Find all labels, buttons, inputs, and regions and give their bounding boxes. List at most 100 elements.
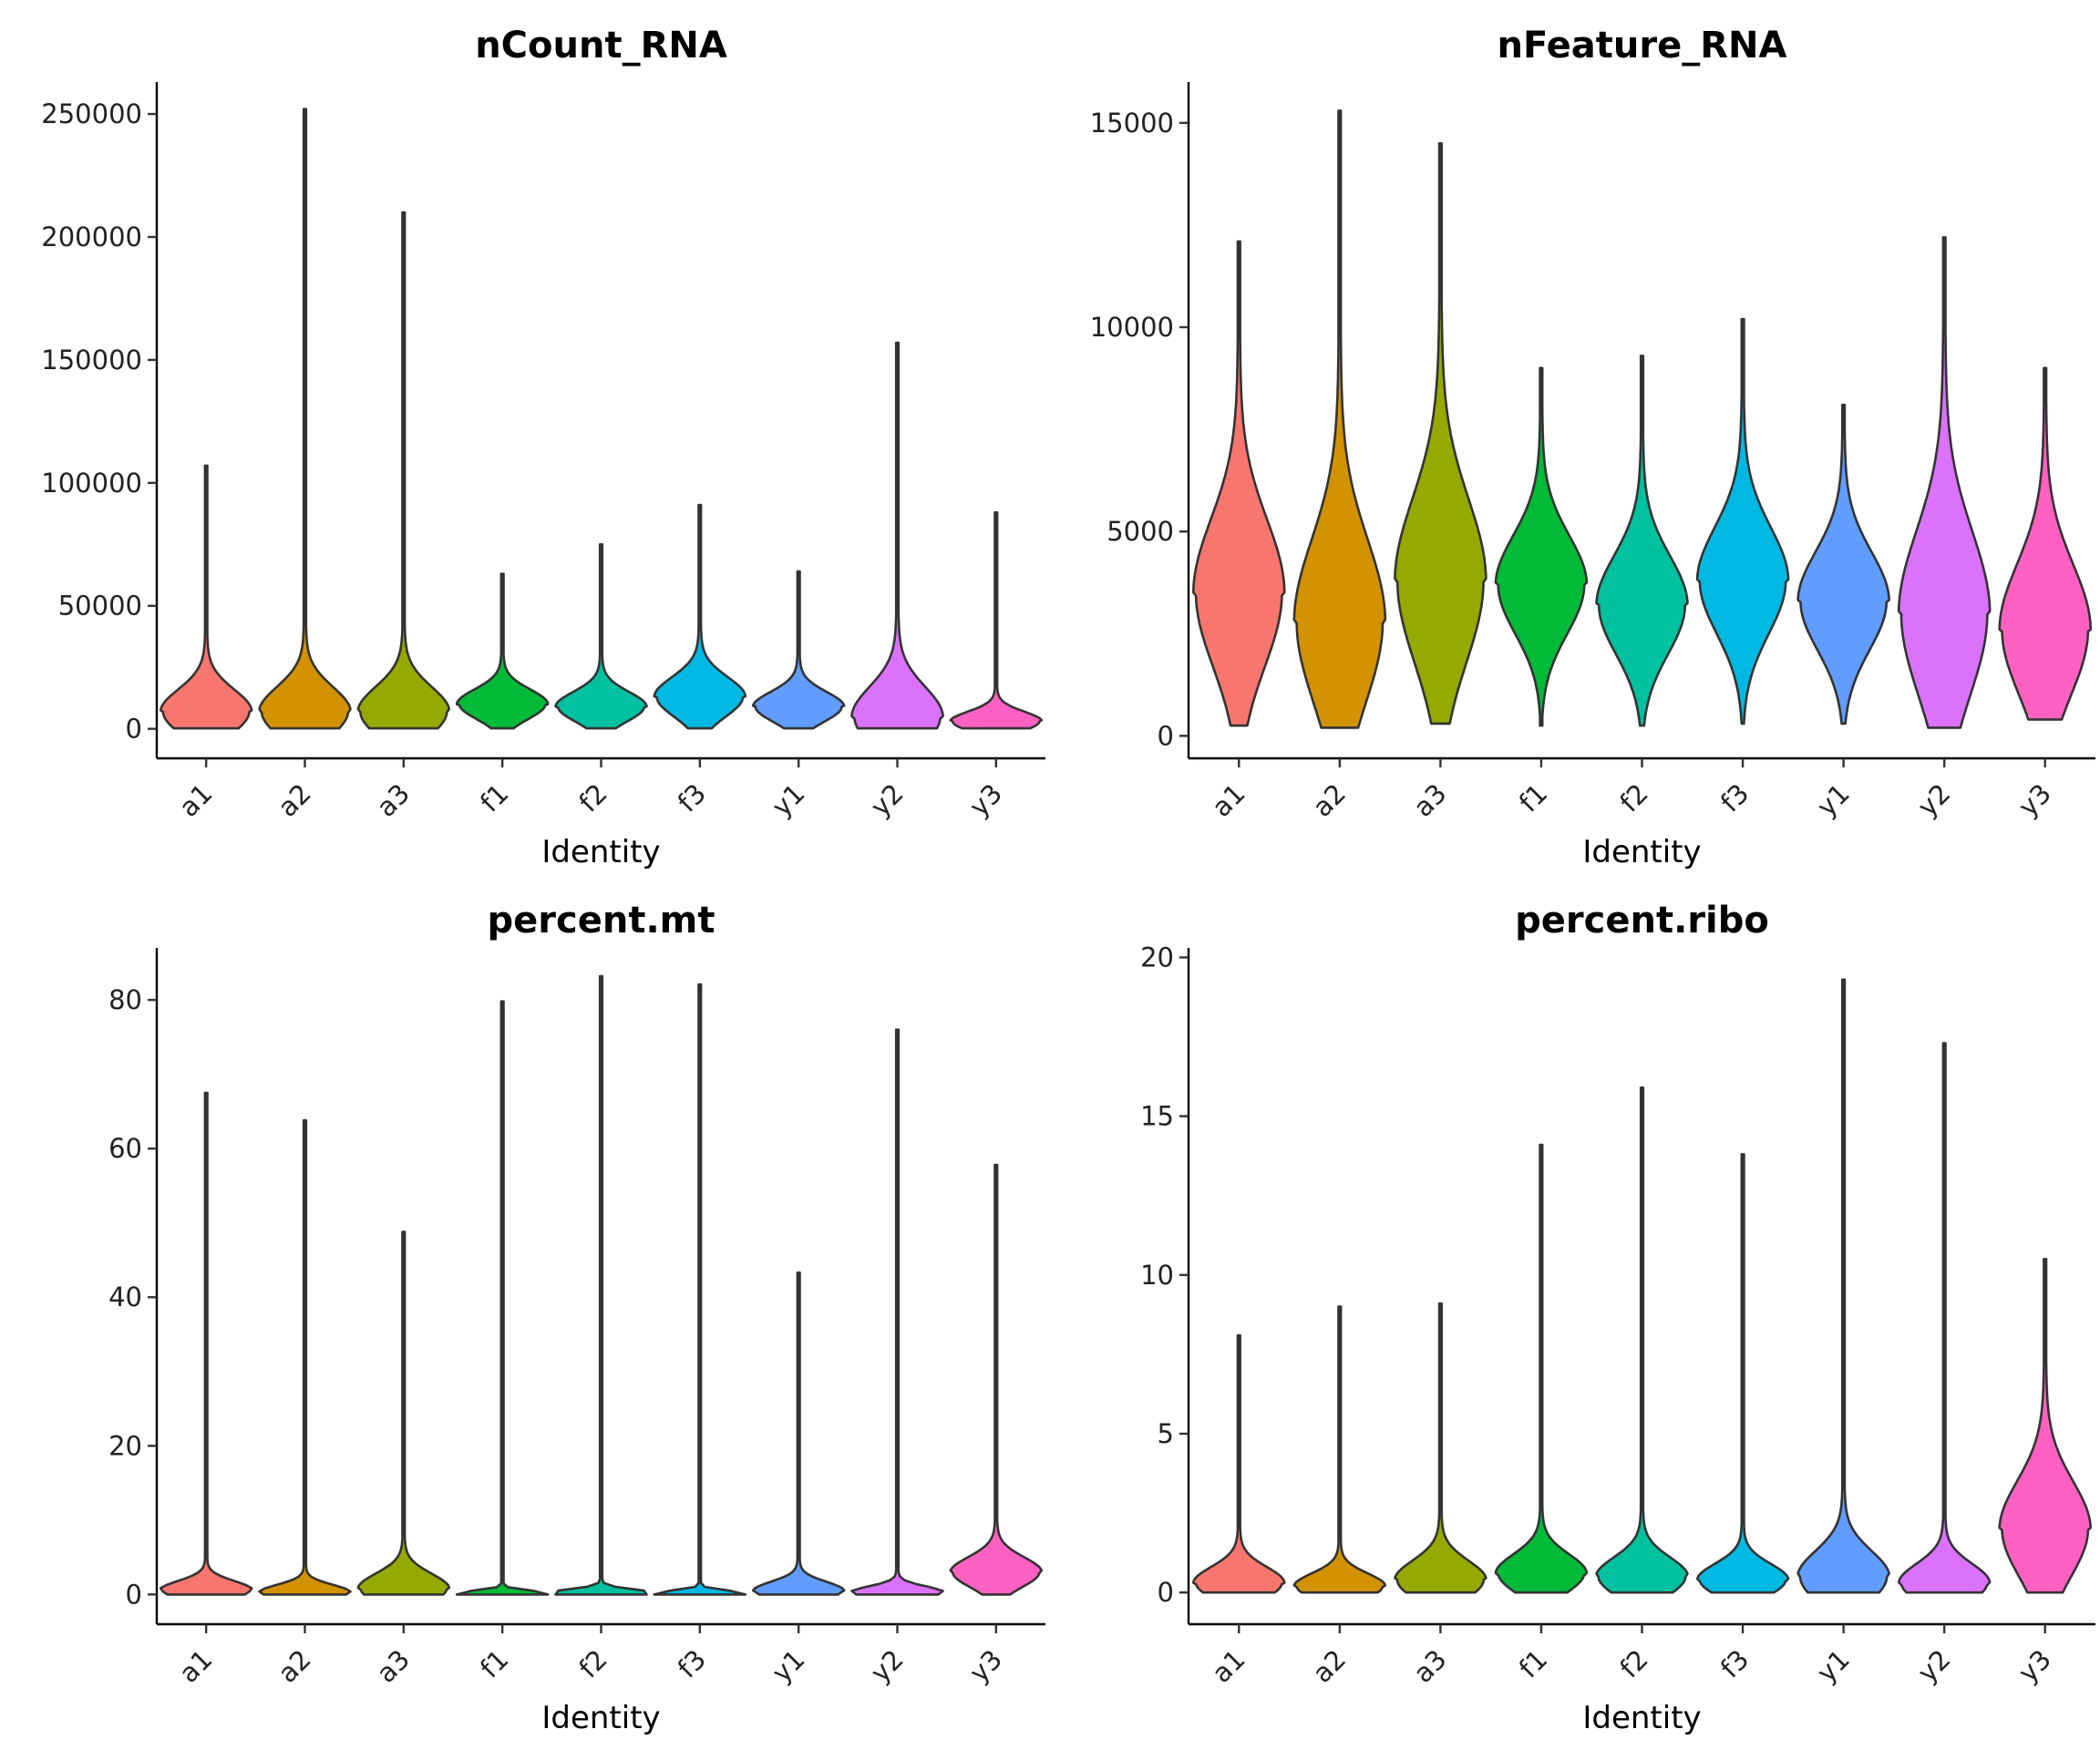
x-tick-label-a3: a3 xyxy=(370,1643,416,1689)
violin-f2 xyxy=(554,974,648,1596)
y-tick-label: 0 xyxy=(1158,720,1174,751)
violin-y1 xyxy=(1796,978,1890,1594)
y-tick-label: 250000 xyxy=(41,98,142,129)
y-tick-label: 15 xyxy=(1140,1101,1174,1132)
chart-ncount-rna: nCount_RNA 0 50000 100000 150000 200000 250000… xyxy=(41,25,1045,870)
violin-a3 xyxy=(1394,1302,1488,1594)
x-tick-label-a3: a3 xyxy=(1407,1643,1453,1689)
violin-a1 xyxy=(159,464,253,730)
x-tick-label-y2: y2 xyxy=(865,777,910,822)
x-axis-label: Identity xyxy=(1582,1700,1701,1736)
violin-y2 xyxy=(1897,1042,1992,1594)
y-tick-label: 0 xyxy=(126,714,142,745)
y-tick-label: 20 xyxy=(108,1430,142,1461)
violin-y2 xyxy=(1897,236,1992,729)
violin-y2 xyxy=(850,1028,944,1596)
x-tick-label-a3: a3 xyxy=(1407,777,1453,823)
x-tick-label-y2: y2 xyxy=(865,1643,910,1688)
y-tick-label: 80 xyxy=(108,984,142,1015)
violin-f2 xyxy=(1595,1086,1689,1594)
x-tick-label-a3: a3 xyxy=(370,777,416,823)
violin-y3 xyxy=(949,1163,1044,1596)
chart-nfeature-rna: nFeature_RNA 0 5000 10000 15000 a1 a2 a3 f1 f2 f3 y… xyxy=(1090,25,2095,870)
panel-nfeature-rna: nFeature_RNA 0 5000 10000 15000 a1 a2 a3 f1 f2 f3 y… xyxy=(1050,0,2100,875)
x-tick-label-a2: a2 xyxy=(1306,777,1352,823)
x-tick-label-f2: f2 xyxy=(1613,777,1653,818)
violin-f1 xyxy=(455,572,550,730)
x-tick-label-y3: y3 xyxy=(2012,777,2057,822)
x-tick-label-a1: a1 xyxy=(1206,777,1251,823)
x-axis-label: Identity xyxy=(541,834,660,870)
violin-y3 xyxy=(949,510,1044,730)
x-tick-label-f1: f1 xyxy=(1513,1643,1553,1683)
x-tick-label-y1: y1 xyxy=(766,1643,810,1688)
y-tick-label: 20 xyxy=(1140,942,1174,973)
x-tick-label-y1: y1 xyxy=(1811,1643,1856,1688)
violin-y3 xyxy=(1998,1258,2092,1594)
violin-y1 xyxy=(751,1271,846,1596)
chart-title: percent.mt xyxy=(488,900,715,942)
violin-y1 xyxy=(751,570,846,730)
violin-f2 xyxy=(554,543,648,730)
chart-title: nCount_RNA xyxy=(475,25,727,67)
violin-a1 xyxy=(1192,240,1286,727)
violin-y1 xyxy=(1796,403,1890,726)
violin-f3 xyxy=(653,503,747,730)
x-tick-label-a1: a1 xyxy=(173,777,219,823)
chart-title: nFeature_RNA xyxy=(1498,25,1787,67)
panel-percent-ribo: percent.ribo 0 5 10 15 20 a1 a2 a3 f1 f2 f3 y1 y2 y3 Id… xyxy=(1050,875,2100,1750)
violin-a3 xyxy=(1394,142,1488,726)
chart-title: percent.ribo xyxy=(1515,900,1769,942)
violin-y3 xyxy=(1998,366,2092,721)
x-tick-label-y3: y3 xyxy=(963,777,1008,822)
x-tick-label-f3: f3 xyxy=(672,1643,712,1683)
x-tick-label-f2: f2 xyxy=(572,1643,612,1683)
violin-a2 xyxy=(258,1118,352,1596)
x-tick-label-a2: a2 xyxy=(272,1643,317,1689)
x-tick-label-y3: y3 xyxy=(963,1643,1008,1688)
y-tick-label: 50000 xyxy=(58,591,142,622)
x-tick-label-f1: f1 xyxy=(1513,777,1553,818)
y-tick-label: 5000 xyxy=(1107,516,1174,547)
x-tick-label-y2: y2 xyxy=(1911,777,1956,822)
violin-f1 xyxy=(1494,1143,1589,1594)
violin-a2 xyxy=(258,108,352,730)
violin-a1 xyxy=(159,1091,253,1596)
x-tick-label-f1: f1 xyxy=(474,1643,514,1683)
y-tick-label: 200000 xyxy=(41,221,142,252)
y-tick-label: 0 xyxy=(126,1579,142,1610)
chart-percent-mt: percent.mt 0 20 40 60 80 a1 a2 a3 f1 f2 f3 y1 y2 y3 Ide… xyxy=(108,900,1045,1736)
x-tick-label-a2: a2 xyxy=(272,777,317,823)
x-axis-label: Identity xyxy=(1582,834,1701,870)
violin-a3 xyxy=(356,211,451,730)
violin-a2 xyxy=(1292,109,1387,729)
x-tick-label-f3: f3 xyxy=(1714,777,1755,818)
y-tick-label: 5 xyxy=(1158,1418,1174,1449)
y-tick-label: 0 xyxy=(1158,1577,1174,1608)
violin-f2 xyxy=(1595,355,1689,727)
y-tick-label: 60 xyxy=(108,1133,142,1164)
violin-a2 xyxy=(1292,1305,1387,1594)
y-tick-label: 15000 xyxy=(1090,108,1174,139)
y-tick-label: 40 xyxy=(108,1282,142,1312)
x-tick-label-f2: f2 xyxy=(572,777,612,818)
violin-f1 xyxy=(1494,366,1589,727)
panel-percent-mt: percent.mt 0 20 40 60 80 a1 a2 a3 f1 f2 f3 y1 y2 y3 Ide… xyxy=(0,875,1050,1750)
x-tick-label-y3: y3 xyxy=(2012,1643,2057,1688)
x-tick-label-a2: a2 xyxy=(1306,1643,1352,1689)
x-tick-label-f3: f3 xyxy=(1714,1643,1755,1683)
violin-f1 xyxy=(455,1000,550,1596)
violin-a3 xyxy=(356,1230,451,1596)
panel-ncount-rna: nCount_RNA 0 50000 100000 150000 200000 250000… xyxy=(0,0,1050,875)
violin-f3 xyxy=(653,983,747,1596)
x-tick-label-a1: a1 xyxy=(1206,1643,1251,1689)
x-tick-label-f3: f3 xyxy=(672,777,712,818)
y-tick-label: 150000 xyxy=(41,345,142,376)
x-tick-label-y1: y1 xyxy=(1811,777,1856,822)
x-axis-label: Identity xyxy=(541,1700,660,1736)
violin-y2 xyxy=(850,341,944,730)
violin-a1 xyxy=(1192,1333,1286,1594)
x-tick-label-f2: f2 xyxy=(1613,1643,1653,1683)
y-tick-label: 10000 xyxy=(1090,312,1174,343)
x-tick-label-y2: y2 xyxy=(1911,1643,1956,1688)
